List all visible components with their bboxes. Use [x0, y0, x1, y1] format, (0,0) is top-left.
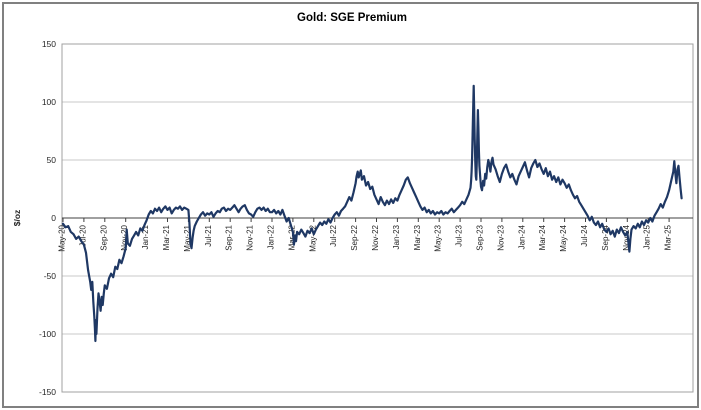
x-tick-label: Jan-22 [267, 224, 276, 249]
plot-area: 150 100 50 0 -50 -100 -150 May-20 Jul-20 Sep-20 No… [39, 39, 694, 397]
x-tick-label: May-21 [183, 224, 192, 251]
y-tick-label: 0 [51, 213, 56, 223]
x-tick-label: Mar-22 [287, 224, 296, 250]
x-tick-label: Nov-21 [246, 224, 255, 250]
x-tick-label: Jul-20 [78, 224, 87, 246]
x-tick-label: Nov-24 [622, 224, 631, 250]
x-tick-label: Mar-21 [162, 224, 171, 250]
series-line-sge-premium [61, 84, 683, 343]
x-tick-label: Sep-21 [225, 224, 234, 250]
y-axis-title: $/oz [12, 210, 22, 227]
y-tick-label: 50 [47, 155, 57, 165]
x-tick-label: Sep-23 [476, 224, 485, 250]
y-tick-label: -100 [39, 329, 56, 339]
x-tick-label: Jan-21 [141, 224, 150, 249]
x-tick-label: Jul-21 [204, 224, 213, 246]
x-tick-label: Jul-24 [580, 224, 589, 246]
x-tick-label: Nov-20 [120, 224, 129, 250]
y-tick-label: 150 [42, 39, 56, 49]
x-tick-label: May-24 [559, 224, 568, 251]
x-tick-label: Nov-23 [496, 224, 505, 250]
y-tick-label: -50 [44, 271, 57, 281]
x-tick-label: Mar-25 [664, 224, 673, 250]
x-tick-label: Jul-22 [329, 224, 338, 246]
x-tick-label: Sep-20 [99, 224, 108, 250]
x-tick-label: Jan-24 [517, 224, 526, 249]
x-tick-label: Mar-24 [538, 224, 547, 250]
x-tick-label: Jan-25 [643, 224, 652, 249]
chart-title: Gold: SGE Premium [297, 12, 407, 24]
y-tick-label: -150 [39, 387, 56, 397]
x-tick-label: May-23 [434, 224, 443, 251]
x-tick-label: Sep-24 [601, 224, 610, 250]
x-tick-label: Mar-23 [413, 224, 422, 250]
x-tick-label: Sep-22 [350, 224, 359, 250]
x-tick-label: May-22 [308, 224, 317, 251]
x-tick-label: Nov-22 [371, 224, 380, 250]
x-tick-label: May-20 [58, 224, 67, 251]
x-tick-label: Jul-23 [455, 224, 464, 246]
y-tick-label: 100 [42, 97, 56, 107]
x-tick-label: Jan-23 [392, 224, 401, 249]
